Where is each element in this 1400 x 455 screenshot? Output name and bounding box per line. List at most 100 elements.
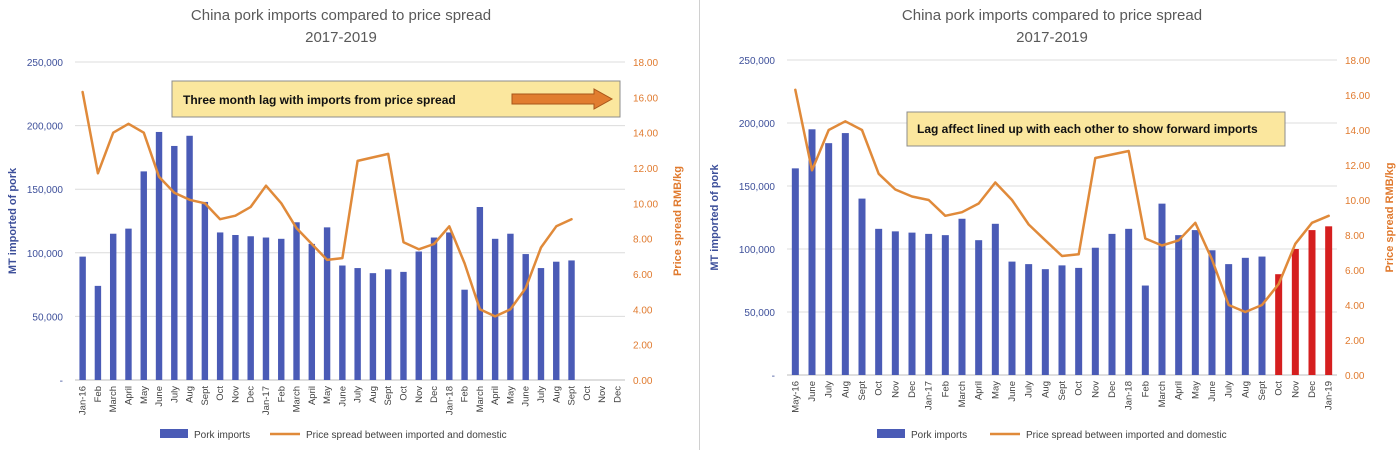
x-tick-label: Feb xyxy=(460,386,471,402)
bar xyxy=(537,268,545,380)
x-tick-label: Oct xyxy=(398,386,409,401)
chart-title: China pork imports compared to price spr… xyxy=(191,7,491,24)
bar xyxy=(293,222,300,380)
x-tick-label: July xyxy=(1224,381,1235,398)
chart-left: China pork imports compared to price spr… xyxy=(7,7,684,441)
x-tick-label: Jan-19 xyxy=(1324,381,1335,410)
y-tick-label: 200,000 xyxy=(739,119,776,130)
y2-tick-label: 0.00 xyxy=(633,376,653,387)
bar xyxy=(1008,261,1016,375)
bar xyxy=(201,201,209,380)
y2-tick-label: 18.00 xyxy=(1345,56,1370,67)
y2-axis-label: Price spread RMB/kg xyxy=(672,166,684,276)
bar xyxy=(1025,264,1033,375)
bar xyxy=(155,131,163,380)
x-tick-label: July xyxy=(536,386,547,403)
bar xyxy=(369,273,377,380)
x-tick-label: Aug xyxy=(185,386,196,403)
x-tick-label: Jan-18 xyxy=(1124,381,1135,410)
legend-swatch-bar xyxy=(160,429,188,438)
x-tick-label: Feb xyxy=(93,386,104,402)
y2-tick-label: 8.00 xyxy=(1345,231,1365,242)
x-tick-label: Oct xyxy=(582,386,593,401)
x-tick-label: July xyxy=(353,386,364,403)
x-tick-label: Jan-16 xyxy=(78,386,89,415)
x-tick-label: Feb xyxy=(940,381,951,397)
x-tick-label: Dec xyxy=(1107,381,1118,398)
x-tick-label: Dec xyxy=(246,386,257,403)
bar xyxy=(308,243,316,380)
legend-swatch-bar xyxy=(877,429,905,438)
bar xyxy=(507,233,514,380)
x-tick-label: Aug xyxy=(1240,381,1251,398)
legend-label-line: Price spread between imported and domest… xyxy=(1026,430,1227,441)
x-tick-label: Feb xyxy=(276,386,287,402)
bar xyxy=(94,285,102,380)
y-tick-label: - xyxy=(772,371,775,382)
y2-tick-label: 0.00 xyxy=(1345,371,1365,382)
bar xyxy=(1125,228,1133,375)
bar xyxy=(430,237,438,380)
bar xyxy=(891,231,899,375)
bar xyxy=(991,223,999,375)
bar xyxy=(941,235,949,375)
y2-tick-label: 2.00 xyxy=(633,341,653,352)
x-tick-label: March xyxy=(1157,381,1168,407)
x-tick-label: April xyxy=(490,386,501,405)
bar xyxy=(186,135,193,380)
x-tick-label: Aug xyxy=(551,386,562,403)
x-tick-label: Aug xyxy=(368,386,379,403)
y2-tick-label: 8.00 xyxy=(633,235,653,246)
x-tick-label: April xyxy=(123,386,134,405)
y2-tick-label: 18.00 xyxy=(633,58,658,69)
y-tick-label: 50,000 xyxy=(744,308,775,319)
bar xyxy=(825,143,833,375)
y-tick-label: 250,000 xyxy=(27,58,64,69)
chart-subtitle: 2017-2019 xyxy=(305,29,377,46)
x-tick-label: Dec xyxy=(612,386,623,403)
chart-right: China pork imports compared to price spr… xyxy=(709,7,1396,441)
y-axis-label: MT imported of pork xyxy=(709,163,721,270)
x-tick-label: Sept xyxy=(1257,381,1268,401)
bar xyxy=(858,198,866,375)
x-tick-label: Jan-17 xyxy=(261,386,272,415)
bar xyxy=(908,232,916,375)
y-tick-label: 200,000 xyxy=(27,122,64,133)
x-tick-label: Dec xyxy=(907,381,918,398)
x-tick-label: Sept xyxy=(200,386,211,406)
bar xyxy=(415,251,422,380)
bar xyxy=(553,261,560,380)
bar xyxy=(875,228,883,375)
y2-axis-label: Price spread RMB/kg xyxy=(1384,162,1396,272)
y-tick-label: 50,000 xyxy=(32,312,63,323)
y-tick-label: - xyxy=(60,376,63,387)
x-tick-label: Aug xyxy=(840,381,851,398)
bar xyxy=(1291,249,1299,375)
x-tick-label: July xyxy=(1024,381,1035,398)
x-tick-label: March xyxy=(957,381,968,407)
x-tick-label: April xyxy=(974,381,985,400)
x-tick-label: Nov xyxy=(230,386,241,403)
y-axis-label: MT imported of pork xyxy=(7,167,19,274)
y2-tick-label: 10.00 xyxy=(1345,196,1370,207)
y2-tick-label: 16.00 xyxy=(1345,91,1370,102)
y2-tick-label: 4.00 xyxy=(633,305,653,316)
x-tick-label: June xyxy=(337,386,348,407)
x-tick-label: Feb xyxy=(1140,381,1151,397)
y2-tick-label: 6.00 xyxy=(633,270,653,281)
x-tick-label: June xyxy=(807,381,818,402)
x-tick-label: June xyxy=(154,386,165,407)
bar xyxy=(278,238,285,380)
x-tick-label: May-16 xyxy=(790,381,801,413)
x-tick-label: Aug xyxy=(1040,381,1051,398)
annotation-text: Three month lag with imports from price … xyxy=(183,93,456,107)
x-tick-label: April xyxy=(307,386,318,405)
x-tick-label: June xyxy=(521,386,532,407)
x-tick-label: March xyxy=(108,386,119,412)
x-tick-label: Oct xyxy=(874,381,885,396)
legend-label-line: Price spread between imported and domest… xyxy=(306,430,507,441)
bar xyxy=(1308,230,1316,375)
bar xyxy=(1091,247,1099,375)
bar xyxy=(1208,250,1216,375)
